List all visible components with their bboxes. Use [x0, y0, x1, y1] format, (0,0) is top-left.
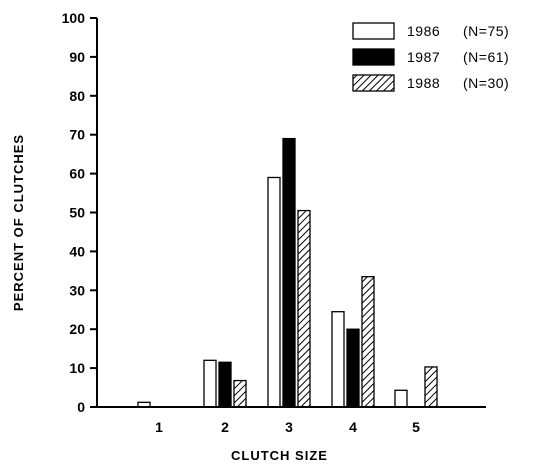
bar-1988-size-5	[424, 366, 438, 408]
y-axis-title: PERCENT OF CLUTCHES	[11, 134, 26, 311]
y-tick-label: 30	[69, 282, 85, 298]
legend-label-n: (N=75)	[463, 23, 509, 39]
legend-label-year: 1988	[407, 75, 440, 91]
x-tick-label: 3	[285, 419, 293, 435]
x-tick-label: 2	[221, 419, 229, 435]
bar-1988-size-2	[233, 379, 247, 408]
y-tick-label: 10	[69, 360, 85, 376]
legend-swatch-1986	[352, 22, 395, 40]
y-tick-label: 60	[69, 166, 85, 182]
x-axis-title: CLUTCH SIZE	[231, 448, 328, 463]
legend-label-n: (N=61)	[463, 49, 509, 65]
bar-1986-size-5	[394, 389, 408, 408]
y-tick-label: 80	[69, 88, 85, 104]
legend-swatch-1988	[352, 74, 395, 92]
bar-1986-size-3	[267, 176, 281, 408]
legend: 1986 (N=75) 1987 (N=61) 1988 (N=30)	[352, 22, 509, 92]
legend-label-year: 1986	[407, 23, 440, 39]
x-tick-label: 1	[155, 419, 163, 435]
y-axis-ticks: 0 10 20 30 40 50 60 70 80 90 100	[62, 10, 97, 415]
x-tick-label: 4	[349, 419, 357, 435]
y-tick-label: 20	[69, 321, 85, 337]
y-tick-label: 70	[69, 127, 85, 143]
bar-1986-size-4	[331, 311, 345, 408]
y-tick-label: 50	[69, 205, 85, 221]
bars	[137, 137, 438, 408]
bar-1987-size-3	[282, 137, 296, 408]
y-tick-label: 40	[69, 243, 85, 259]
legend-label-n: (N=30)	[463, 75, 509, 91]
x-tick-label: 5	[412, 419, 420, 435]
bar-1987-size-2	[218, 361, 232, 408]
bar-1988-size-3	[297, 209, 311, 408]
y-tick-label: 100	[62, 10, 86, 26]
y-tick-label: 0	[77, 399, 85, 415]
bar-1986-size-2	[203, 359, 217, 408]
bar-1987-size-4	[346, 328, 360, 408]
bar-1988-size-4	[361, 276, 375, 408]
x-axis-ticks: 1 2 3 4 5	[155, 419, 420, 435]
legend-swatch-1987	[352, 48, 395, 66]
y-tick-label: 90	[69, 49, 85, 65]
legend-label-year: 1987	[407, 49, 440, 65]
